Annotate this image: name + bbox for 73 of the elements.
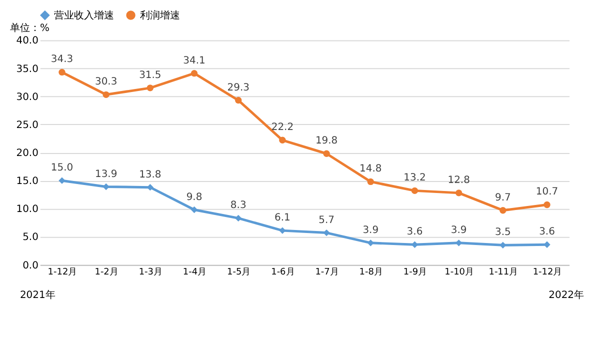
x-tick-label: 1-8月 (359, 267, 383, 278)
point (323, 150, 330, 157)
y-tick-label: 15.0 (16, 176, 38, 188)
y-tick-label: 35.0 (16, 64, 38, 75)
data-label: 8.3 (230, 200, 246, 212)
point (500, 207, 506, 214)
data-label: 31.5 (139, 70, 162, 81)
point (323, 229, 330, 236)
data-label: 22.2 (271, 122, 294, 134)
data-label: 15.0 (50, 162, 74, 174)
data-label: 3.9 (362, 224, 379, 236)
x-tick-label: 1-11月 (488, 267, 518, 278)
y-tick-label: 20.0 (16, 148, 38, 159)
point (58, 177, 66, 184)
y-tick-label: 0.0 (22, 260, 38, 272)
point (500, 242, 506, 249)
x-tick-label: 1-6月 (271, 267, 295, 278)
data-label: 9.8 (186, 192, 202, 203)
point (190, 206, 198, 214)
x-tick-label: 1-3月 (138, 267, 162, 278)
point (102, 183, 110, 190)
data-label: 3.5 (494, 227, 511, 238)
text: 单位：% (10, 22, 50, 34)
data-label: 10.7 (536, 186, 558, 198)
point (102, 91, 110, 98)
x-tick-label: 1-10月 (444, 267, 474, 278)
data-label: 30.3 (94, 76, 118, 88)
data-label: 29.3 (227, 82, 250, 94)
data-label: 5.7 (318, 214, 334, 226)
point (235, 214, 242, 222)
point (544, 241, 550, 248)
point (544, 201, 550, 208)
y-tick-label: 5.0 (22, 232, 38, 244)
data-label: 34.1 (183, 55, 206, 66)
data-label: 14.8 (360, 164, 382, 175)
point (455, 190, 462, 196)
point (146, 84, 154, 92)
x-tick-label: 1-7月 (315, 267, 339, 278)
legend-label: 营业收入增速 (54, 9, 114, 22)
x-tick-label: 1-2月 (94, 267, 118, 278)
data-label: 13.2 (404, 172, 426, 184)
data-label: 6.1 (274, 212, 290, 224)
data-label: 9.7 (494, 192, 511, 204)
x-tick-label: 1-5月 (227, 267, 251, 278)
point (58, 68, 66, 76)
x-tick-label: 1-9月 (403, 267, 428, 278)
x-tick-label: 1-12月 (532, 267, 562, 278)
point (411, 241, 418, 248)
data-label: 3.6 (406, 226, 423, 238)
point (411, 187, 418, 194)
y-tick-label: 10.0 (16, 204, 38, 216)
data-label: 13.9 (94, 168, 118, 180)
text: 2021年 (20, 288, 56, 301)
data-label: 3.9 (450, 224, 467, 236)
point (279, 227, 286, 234)
data-label: 34.3 (50, 54, 74, 66)
y-tick-label: 40.0 (16, 36, 38, 47)
point (367, 240, 374, 246)
point (367, 178, 374, 186)
point (146, 184, 154, 191)
y-tick-label: 30.0 (16, 92, 38, 103)
data-label: 19.8 (315, 136, 338, 147)
data-label: 13.8 (139, 169, 162, 180)
x-tick-label: 1-12月 (48, 267, 78, 278)
data-label: 3.6 (539, 226, 555, 238)
y-tick-label: 25.0 (16, 120, 38, 131)
point (190, 70, 198, 77)
point (235, 96, 242, 104)
text: 2022年 (548, 288, 584, 301)
x-tick-label: 1-4月 (182, 267, 207, 278)
point (279, 136, 286, 144)
data-label: 12.8 (448, 174, 470, 186)
legend-label: 利润增速 (140, 9, 180, 22)
